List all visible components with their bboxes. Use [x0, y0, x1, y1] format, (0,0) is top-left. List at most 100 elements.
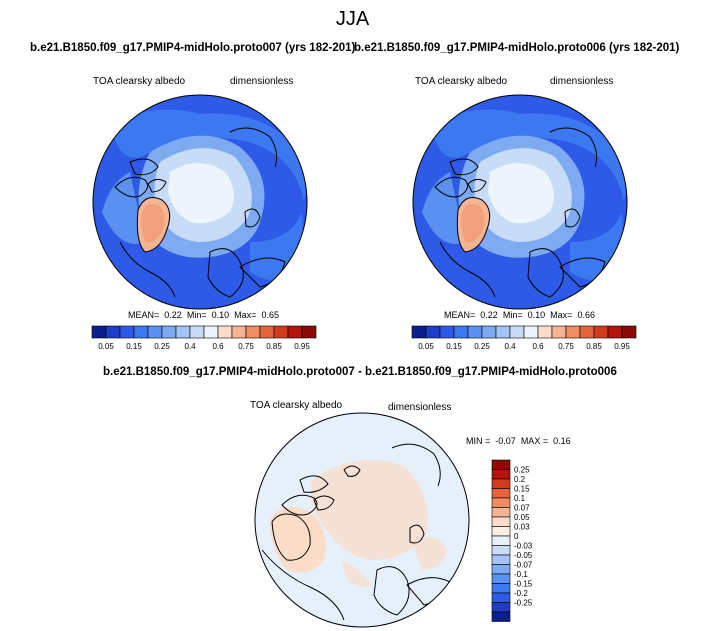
colorbar-tick-label: 0.1	[514, 494, 526, 503]
colorbar-box	[273, 325, 289, 339]
colorbar-box	[491, 573, 511, 584]
diff-polar-map	[254, 412, 470, 628]
colorbar-tick-label: 0.15	[514, 485, 530, 494]
colorbar-tick-label: 0.03	[514, 523, 530, 532]
right-max-value: 0.66	[577, 310, 595, 320]
colorbar-tick-label: -0.15	[514, 580, 533, 589]
map-fill	[93, 95, 307, 309]
colorbar-tick-label: 0.6	[212, 342, 224, 351]
colorbar-tick-label: 0	[514, 532, 519, 541]
right-mean-label: MEAN=	[444, 310, 476, 320]
colorbar-box	[509, 325, 525, 339]
colorbar-box	[491, 469, 511, 480]
map-fill	[413, 95, 627, 309]
diff-max-value: 0.16	[553, 436, 571, 446]
colorbar-box	[491, 497, 511, 508]
colorbar-box	[259, 325, 275, 339]
right-units-label: dimensionless	[550, 76, 614, 87]
colorbar-tick-label: 0.95	[294, 342, 310, 351]
colorbar-tick-label: 0.15	[446, 342, 462, 351]
colorbar-tick-label: -0.25	[514, 599, 533, 608]
right-variable-label: TOA clearsky albedo	[415, 76, 508, 87]
colorbar-box	[425, 325, 441, 339]
colorbar-box	[301, 325, 317, 339]
diff-colorbar: 0.250.20.150.10.070.050.030-0.03-0.05 -0.…	[491, 459, 533, 622]
left-units-label: dimensionless	[230, 76, 294, 87]
right-stats: MEAN= 0.22 Min= 0.10 Max= 0.66	[444, 310, 595, 320]
diff-min-value: -0.07	[495, 436, 516, 446]
map-border	[254, 412, 470, 628]
colorbar-tick-label: 0.75	[558, 342, 574, 351]
colorbar-tick-label: 0.85	[586, 342, 602, 351]
colorbar-box	[491, 507, 511, 518]
colorbar-box	[537, 325, 553, 339]
colorbar-box	[217, 325, 233, 339]
colorbar-box	[491, 516, 511, 527]
left-mean-label: MEAN=	[128, 310, 160, 320]
colorbar-tick-label: 0.25	[154, 342, 170, 351]
colorbar-box	[467, 325, 483, 339]
right-colorbar: 0.05 0.15 0.25 0.4 0.6 0.75 0.85 0.95	[411, 325, 637, 351]
colorbar-box	[607, 325, 623, 339]
colorbar-box	[491, 545, 511, 556]
figure-title: JJA	[335, 8, 370, 30]
colorbar-tick-label: 0.05	[98, 342, 114, 351]
left-mean-value: 0.22	[164, 310, 182, 320]
colorbar-box	[491, 526, 511, 537]
right-min-value: 0.10	[527, 310, 546, 320]
colorbar-box	[231, 325, 247, 339]
colorbar-tick-label: -0.03	[514, 542, 533, 551]
coastlines	[114, 127, 286, 298]
colorbar-tick-label: 0.85	[266, 342, 282, 351]
colorbar-tick-label: 0.25	[474, 342, 490, 351]
colorbar-box	[491, 564, 511, 575]
colorbar-box	[481, 325, 497, 339]
colorbar-box	[621, 325, 637, 339]
colorbar-box	[491, 602, 511, 613]
map-fill	[255, 413, 469, 627]
right-mean-value: 0.22	[480, 310, 498, 320]
map-border	[92, 94, 308, 310]
left-stats: MEAN= 0.22 Min= 0.10 Max= 0.65	[128, 310, 279, 320]
colorbar-box	[287, 325, 303, 339]
diff-stats: MIN = -0.07 MAX = 0.16	[466, 436, 571, 446]
colorbar-box	[491, 554, 511, 565]
colorbar-tick-label: 0.2	[514, 475, 526, 484]
colorbar-tick-label: 0.4	[184, 342, 196, 351]
colorbar-tick-label: -0.1	[514, 570, 528, 579]
left-max-value: 0.65	[261, 310, 279, 320]
colorbar-tick-label: 0.75	[238, 342, 254, 351]
colorbar-box	[491, 535, 511, 546]
right-min-label: Min=	[502, 310, 523, 320]
colorbar-box	[579, 325, 595, 339]
colorbar-box	[411, 325, 427, 339]
left-colorbar: 0.05 0.15 0.25 0.4 0.6 0.75 0.85 0.95	[91, 325, 317, 351]
colorbar-tick-label: 0.25	[514, 466, 530, 475]
colorbar-tick-label: -0.2	[514, 589, 528, 598]
colorbar-tick-label: 0.07	[514, 504, 530, 513]
diff-panel-title: b.e21.B1850.f09_g17.PMIP4-midHolo.proto0…	[103, 366, 617, 378]
colorbar-tick-label: 0.4	[504, 342, 516, 351]
colorbar-box	[491, 459, 511, 470]
colorbar-box	[189, 325, 205, 339]
colorbar-tick-label: 0.05	[418, 342, 434, 351]
right-polar-map	[412, 94, 628, 310]
colorbar-box	[203, 325, 219, 339]
colorbar-box	[133, 325, 149, 339]
colorbar-box	[439, 325, 455, 339]
colorbar-box	[565, 325, 581, 339]
colorbar-box	[491, 583, 511, 594]
colorbar-tick-label: 0.05	[514, 513, 530, 522]
colorbar-tick-label: -0.05	[514, 551, 533, 560]
left-variable-label: TOA clearsky albedo	[93, 76, 186, 87]
map-border	[412, 94, 628, 310]
right-panel-title: b.e21.B1850.f09_g17.PMIP4-midHolo.proto0…	[354, 42, 680, 54]
colorbar-box	[147, 325, 163, 339]
colorbar-box	[119, 325, 135, 339]
diff-variable-label: TOA clearsky albedo	[250, 400, 343, 411]
coastlines	[434, 127, 606, 298]
colorbar-tick-label: 0.15	[126, 342, 142, 351]
colorbar-box	[91, 325, 107, 339]
colorbar-tick-label: 0.6	[532, 342, 544, 351]
colorbar-box	[495, 325, 511, 339]
